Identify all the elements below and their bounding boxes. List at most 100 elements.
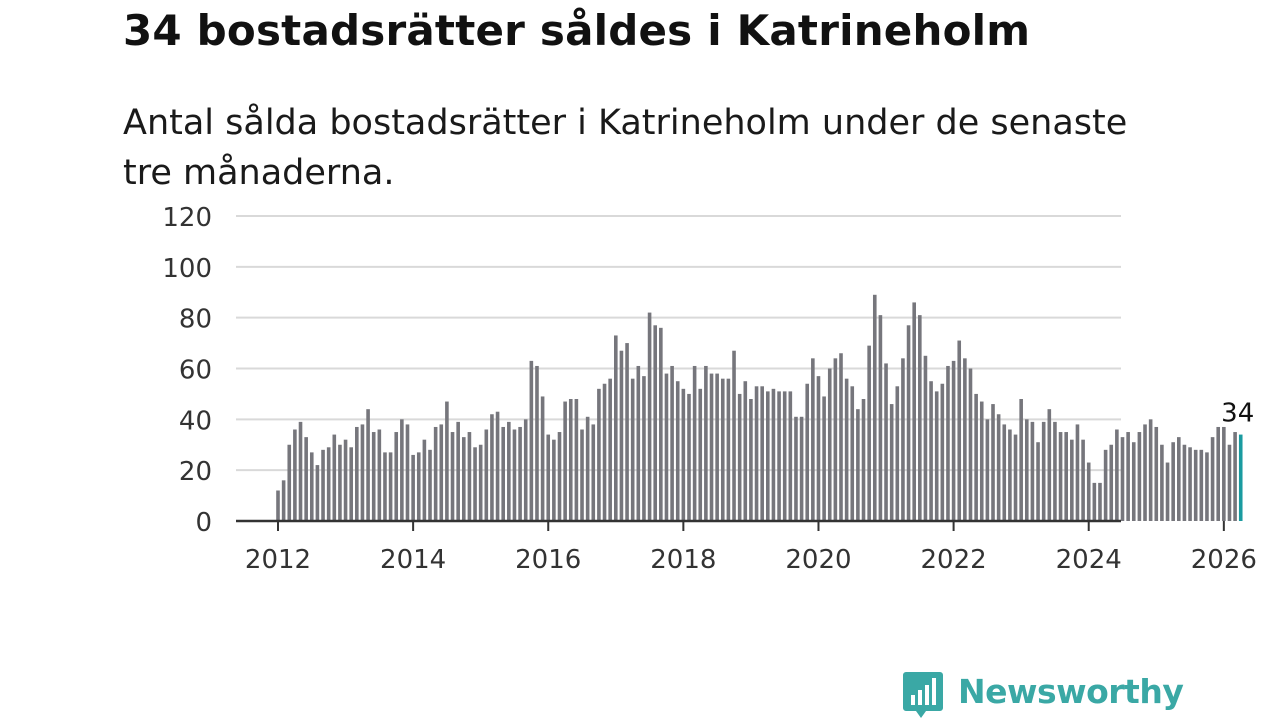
highlight-value-label: 34 — [1221, 399, 1254, 429]
bar — [315, 465, 320, 521]
bar — [377, 429, 382, 521]
bar — [484, 429, 489, 521]
bar — [732, 350, 736, 521]
bar — [991, 404, 995, 521]
bar — [963, 358, 967, 521]
bar — [675, 381, 680, 521]
bar — [411, 454, 415, 521]
bar — [1205, 452, 1209, 522]
y-tick-label: 60 — [179, 356, 212, 386]
bar — [287, 444, 292, 521]
bar — [614, 335, 618, 521]
bar — [1098, 482, 1102, 522]
bar — [1216, 426, 1221, 521]
bar — [540, 396, 545, 521]
y-tick-label: 120 — [162, 203, 212, 233]
bar — [535, 365, 539, 521]
bar — [974, 393, 978, 521]
bar — [1126, 432, 1130, 521]
bar — [681, 388, 686, 521]
bar — [653, 325, 658, 521]
bar — [1148, 419, 1153, 521]
y-tick-label: 20 — [179, 457, 212, 487]
bar — [833, 358, 838, 521]
bar — [501, 426, 505, 521]
bar — [388, 452, 393, 522]
bar — [1041, 421, 1046, 522]
bar — [856, 409, 860, 521]
bar — [1143, 424, 1147, 521]
bar — [281, 480, 286, 521]
chart-subtitle: Antal sålda bostadsrätter i Katrineholm … — [123, 103, 1128, 193]
bar — [822, 396, 826, 521]
bar — [839, 353, 843, 521]
bar — [704, 365, 708, 521]
bar — [968, 368, 973, 521]
y-tick-label: 0 — [195, 508, 212, 538]
bar — [293, 429, 297, 521]
bar — [473, 447, 477, 521]
bar — [940, 383, 945, 521]
bar — [1086, 462, 1091, 521]
bar — [1047, 409, 1052, 521]
x-tick-label: 2020 — [785, 545, 851, 575]
bar — [771, 388, 776, 521]
bar — [523, 419, 528, 521]
bar — [918, 315, 922, 522]
bar — [901, 358, 905, 521]
bar — [400, 419, 404, 521]
bar — [794, 416, 798, 521]
bar-chart: 0 20 40 60 80 100 120 34 2012 2014 2016 2018 2020 202… — [162, 203, 1257, 575]
bar — [371, 432, 376, 521]
bar — [467, 432, 472, 521]
bar — [349, 447, 353, 521]
bar — [979, 401, 984, 521]
bar — [889, 404, 894, 521]
bar — [478, 444, 483, 521]
brand-name: Newsworthy — [958, 672, 1184, 711]
bar — [985, 419, 990, 521]
bar — [1053, 421, 1057, 522]
axes — [236, 519, 1225, 531]
bar — [416, 452, 421, 522]
bar — [1199, 449, 1204, 521]
bar — [1188, 447, 1192, 521]
bar — [1210, 437, 1215, 522]
bar — [912, 302, 916, 521]
bar — [1222, 426, 1226, 521]
bar — [495, 411, 500, 521]
bar — [1165, 462, 1170, 521]
bar — [844, 378, 849, 521]
bar — [737, 393, 742, 521]
bar — [332, 434, 337, 521]
gridlines — [236, 215, 1121, 472]
chart-title: 34 bostadsrätter såldes i Katrineholm — [123, 6, 1031, 55]
bar — [1024, 419, 1029, 521]
bar — [428, 449, 432, 521]
bar — [1154, 426, 1159, 521]
bar — [512, 429, 517, 521]
bar — [1160, 444, 1164, 521]
axis-labels: 0 20 40 60 80 100 120 34 2012 2014 2016 2018 2020 202… — [162, 203, 1257, 575]
bar — [568, 399, 573, 521]
bar — [507, 421, 511, 522]
bar — [546, 434, 551, 521]
bar — [1171, 442, 1175, 521]
x-tick-label: 2022 — [921, 545, 987, 575]
bar — [799, 416, 804, 521]
bar — [1070, 439, 1074, 521]
bar — [1081, 439, 1085, 521]
bar — [585, 416, 590, 521]
bar — [816, 376, 821, 522]
x-tick-label: 2016 — [515, 545, 581, 575]
bar — [687, 393, 691, 521]
bar — [298, 421, 303, 522]
bar — [591, 424, 596, 521]
bar — [957, 340, 962, 521]
x-tick-label: 2026 — [1191, 545, 1257, 575]
bar — [827, 368, 832, 521]
bar — [326, 447, 331, 521]
bar — [754, 386, 759, 521]
y-tick-label: 100 — [162, 254, 212, 284]
bar — [608, 378, 612, 521]
